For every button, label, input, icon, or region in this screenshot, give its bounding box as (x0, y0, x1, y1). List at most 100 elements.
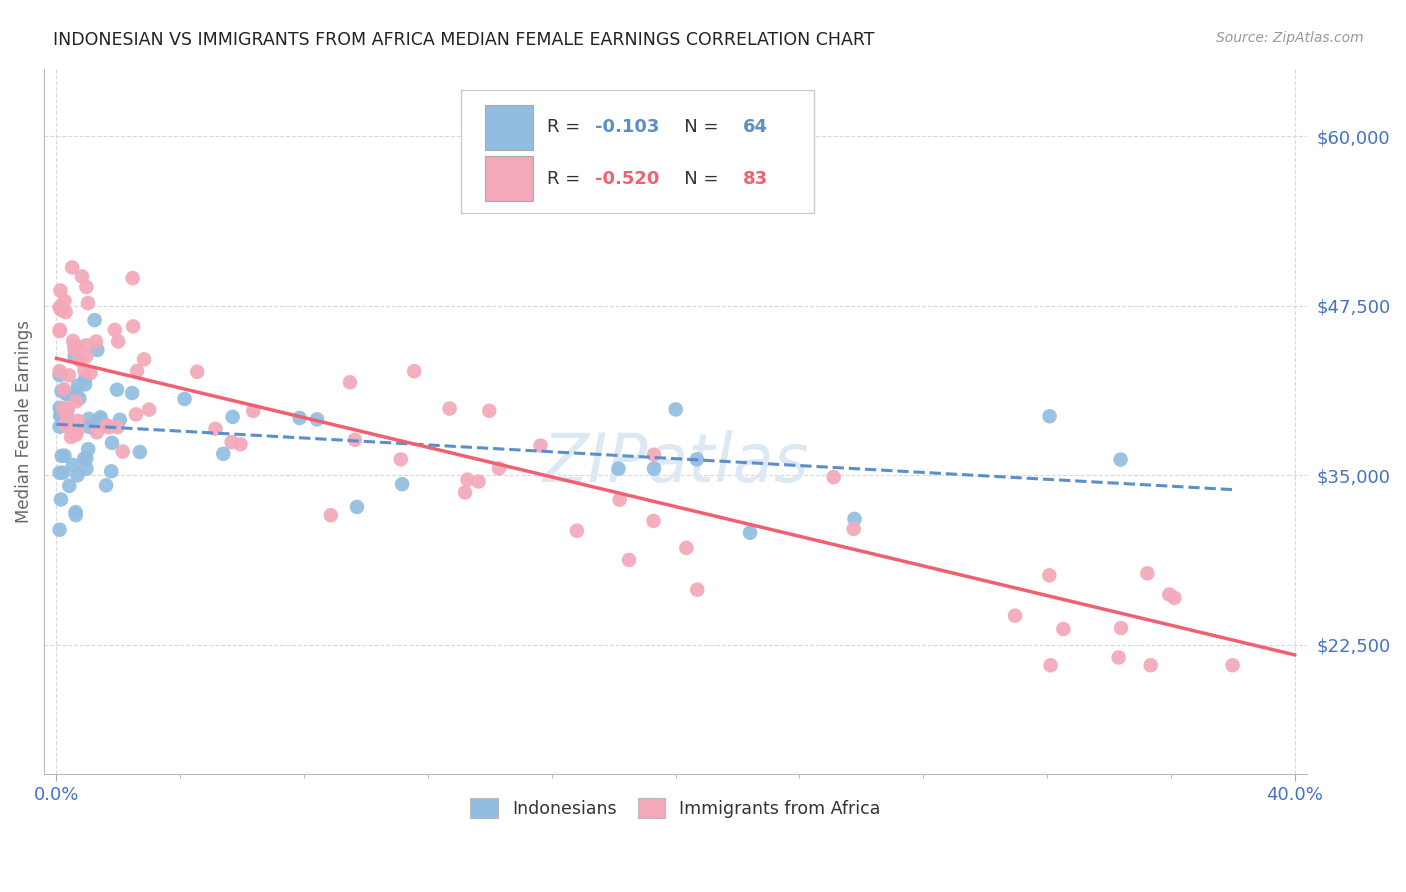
FancyBboxPatch shape (485, 104, 533, 150)
Point (565, 524, 588, 538)
Point (62, 458, 84, 472)
Point (52, 401, 75, 416)
Point (125, 408, 148, 422)
Point (67, 392, 90, 406)
Point (51, 449, 73, 463)
Point (121, 386, 143, 401)
Point (66, 414, 89, 428)
Point (86, 343, 108, 357)
Point (186, 365, 208, 379)
Point (56, 401, 79, 416)
Point (391, 477, 413, 491)
Point (529, 439, 551, 453)
Point (77, 412, 100, 426)
Point (79, 366, 101, 380)
Point (49, 284, 72, 298)
Point (75, 280, 97, 294)
Point (49, 302, 72, 317)
Point (90, 412, 112, 426)
Point (101, 435, 124, 450)
Point (75, 350, 97, 364)
Point (49, 409, 72, 423)
Point (84, 334, 107, 349)
Point (128, 445, 150, 459)
Point (478, 404, 501, 418)
Point (65, 394, 87, 409)
Point (305, 412, 328, 426)
Text: R =: R = (547, 119, 592, 136)
Point (60, 260, 83, 275)
Point (96, 418, 118, 433)
Point (1052, 622, 1074, 636)
Point (75, 338, 97, 352)
Point (48, 419, 70, 434)
Point (844, 512, 866, 526)
Text: N =: N = (666, 169, 724, 187)
Point (55, 406, 77, 420)
Point (94, 478, 117, 492)
Point (53, 449, 76, 463)
FancyBboxPatch shape (461, 90, 814, 213)
Point (1109, 621, 1132, 635)
Point (63, 339, 86, 353)
Point (132, 352, 155, 367)
Legend: Indonesians, Immigrants from Africa: Indonesians, Immigrants from Africa (464, 791, 887, 825)
Point (66, 423, 89, 437)
Point (100, 464, 122, 478)
Point (108, 413, 131, 427)
Point (63, 386, 86, 401)
Point (62, 334, 84, 348)
Point (665, 402, 688, 417)
Text: INDONESIAN VS IMMIGRANTS FROM AFRICA MEDIAN FEMALE EARNINGS CORRELATION CHART: INDONESIAN VS IMMIGRANTS FROM AFRICA MED… (53, 31, 875, 49)
Point (79, 420, 101, 434)
Point (49, 302, 72, 317)
Point (55, 419, 77, 434)
Point (77, 442, 100, 457)
Point (56, 387, 79, 401)
Point (1222, 658, 1244, 673)
Point (48, 523, 70, 537)
Point (738, 525, 761, 540)
Point (229, 437, 252, 451)
Point (69, 353, 91, 368)
Point (121, 271, 143, 285)
Point (488, 461, 510, 475)
Point (319, 508, 342, 523)
Point (1108, 650, 1130, 665)
Point (65, 505, 87, 519)
Point (65, 427, 87, 442)
Point (73, 363, 96, 377)
Point (125, 364, 148, 378)
Point (105, 383, 128, 397)
Point (48, 324, 70, 338)
Point (242, 404, 264, 418)
Point (49, 408, 72, 422)
Point (842, 522, 865, 536)
Point (1159, 588, 1181, 602)
Point (65, 388, 87, 402)
Point (104, 323, 127, 337)
Point (643, 461, 665, 475)
Text: N =: N = (666, 119, 724, 136)
Point (75, 377, 97, 392)
Point (55, 386, 77, 401)
Point (343, 433, 366, 447)
Point (204, 422, 226, 436)
Point (51, 404, 73, 418)
Point (221, 409, 243, 424)
Point (1038, 409, 1060, 424)
Point (65, 508, 87, 522)
Point (454, 485, 477, 500)
Point (138, 402, 160, 417)
Point (173, 392, 195, 406)
Y-axis label: Median Female Earnings: Median Female Earnings (15, 319, 32, 523)
Point (51, 384, 73, 398)
Point (56, 413, 79, 427)
Text: R =: R = (547, 169, 592, 187)
Point (609, 492, 631, 507)
FancyBboxPatch shape (485, 156, 533, 202)
Point (107, 334, 129, 349)
Point (53, 417, 76, 431)
Point (1039, 658, 1062, 673)
Point (607, 461, 630, 475)
